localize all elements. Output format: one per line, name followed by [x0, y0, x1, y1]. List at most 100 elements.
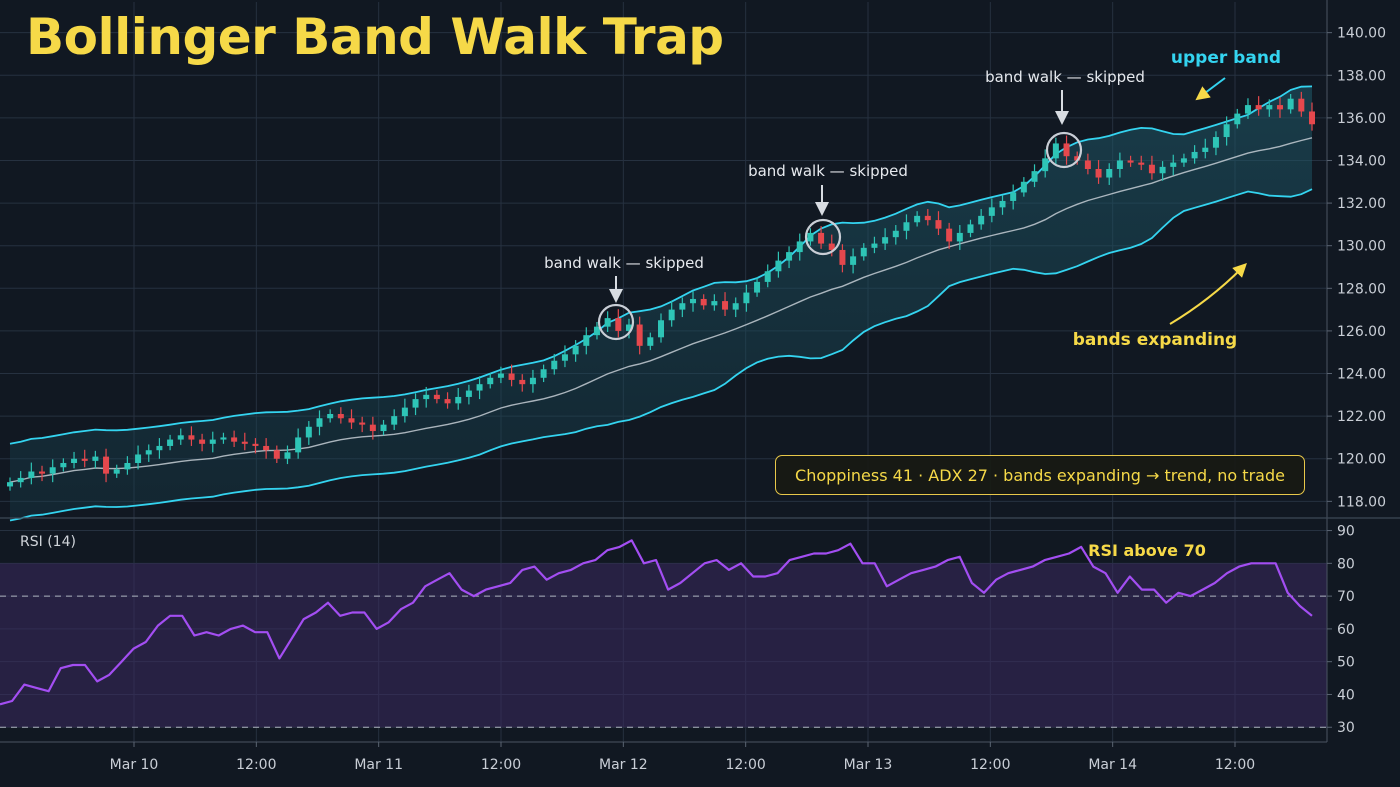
x-tick-label: 12:00 — [1215, 757, 1255, 773]
info-box: Choppiness 41 · ADX 27 · bands expanding… — [775, 455, 1305, 495]
candle-body — [1276, 105, 1283, 110]
price-tick-label: 126.00 — [1337, 324, 1386, 340]
candle-body — [1063, 143, 1070, 157]
candle-body — [818, 232, 825, 244]
candle-body — [1148, 164, 1155, 174]
upper-band — [9, 85, 1313, 445]
annotation-marks — [597, 77, 1247, 341]
upper-band-label: upper band — [1170, 48, 1282, 68]
middle-band — [9, 137, 1313, 483]
candle-body — [135, 454, 142, 463]
candle-body — [625, 324, 632, 331]
candle-body — [924, 215, 931, 221]
candle-body — [369, 424, 376, 432]
candle-body — [156, 445, 163, 451]
candle-body — [903, 222, 910, 231]
x-tick-label: 12:00 — [725, 757, 765, 773]
price-tick-label: 140.00 — [1337, 26, 1386, 42]
candle-body — [743, 292, 750, 304]
candle-body — [295, 437, 302, 453]
candle-body — [508, 373, 515, 380]
candle-body — [786, 252, 793, 261]
candle-body — [444, 399, 451, 404]
candle-body — [593, 326, 600, 336]
candle-body — [1106, 169, 1113, 178]
candle-body — [540, 369, 547, 378]
candle-body — [1159, 166, 1166, 174]
walk-label-2: band walk — skipped — [748, 162, 908, 180]
candle-body — [39, 471, 46, 474]
candle-body — [327, 414, 334, 419]
price-tick-label: 134.00 — [1337, 153, 1386, 169]
candle-body — [1212, 137, 1219, 148]
candle-body — [732, 303, 739, 310]
candle-body — [1287, 98, 1294, 110]
candle-body — [1095, 169, 1102, 178]
bands-expanding-arrow — [1169, 263, 1247, 325]
candle-body — [359, 422, 366, 425]
candle-body — [1170, 162, 1177, 167]
candle-body — [92, 456, 99, 461]
walk-circle-3 — [1045, 131, 1083, 169]
candle-body — [882, 237, 889, 244]
candle-body — [231, 437, 238, 442]
price-tick-label: 118.00 — [1337, 494, 1386, 510]
candle-body — [401, 407, 408, 417]
price-tick-label: 122.00 — [1337, 409, 1386, 425]
candle-body — [188, 435, 195, 440]
candle-body — [711, 301, 718, 306]
candle-body — [1223, 124, 1230, 138]
candle-body — [1266, 105, 1273, 110]
candle-body — [199, 439, 206, 444]
candle-body — [796, 241, 803, 253]
candle-body — [412, 399, 419, 408]
candle-body — [7, 482, 13, 487]
price-tick-label: 138.00 — [1337, 68, 1386, 84]
x-tick-label: Mar 14 — [1088, 757, 1137, 773]
candle-body — [423, 394, 430, 400]
candle-body — [1074, 156, 1081, 161]
candle-body — [1010, 192, 1017, 201]
candle-body — [60, 463, 67, 468]
bands-expanding-label: bands expanding — [1072, 330, 1238, 350]
candle-body — [754, 281, 761, 293]
rsi-tick-label: 60 — [1337, 622, 1355, 638]
price-tick-label: 128.00 — [1337, 281, 1386, 297]
candle-body — [433, 394, 440, 400]
candle-body — [81, 458, 88, 461]
candle-body — [647, 337, 654, 346]
candle-body — [1298, 98, 1305, 112]
upper-band-arrow — [1195, 77, 1226, 101]
chart-title: Bollinger Band Walk Trap — [26, 8, 724, 66]
candle-body — [658, 320, 664, 338]
candle-body — [914, 215, 921, 223]
candle-body — [999, 200, 1006, 208]
x-tick-label: 12:00 — [236, 757, 276, 773]
walk-label-3: band walk — skipped — [985, 68, 1145, 86]
candle-body — [391, 416, 398, 425]
candle-body — [252, 443, 259, 446]
candle-body — [561, 354, 568, 361]
x-tick-label: Mar 10 — [110, 757, 159, 773]
candle-body — [209, 439, 216, 444]
candle-body — [1234, 113, 1241, 125]
rsi-line — [0, 539, 1313, 706]
candle-body — [103, 456, 110, 474]
candle-body — [145, 450, 152, 455]
candle-body — [604, 318, 611, 327]
price-tick-label: 132.00 — [1337, 196, 1386, 212]
x-tick-label: 12:00 — [970, 757, 1010, 773]
candle-body — [177, 435, 184, 440]
axes — [0, 0, 1400, 743]
price-tick-label: 136.00 — [1337, 111, 1386, 127]
candle-body — [380, 424, 387, 432]
candle-body — [1020, 181, 1027, 193]
rsi-zone-rect — [0, 563, 1327, 728]
candle-body — [1031, 171, 1038, 182]
walk-circle-2 — [804, 218, 842, 256]
candle-body — [465, 390, 472, 397]
candle-body — [71, 458, 78, 463]
bollinger-bands — [9, 85, 1313, 522]
candle-body — [572, 345, 579, 355]
